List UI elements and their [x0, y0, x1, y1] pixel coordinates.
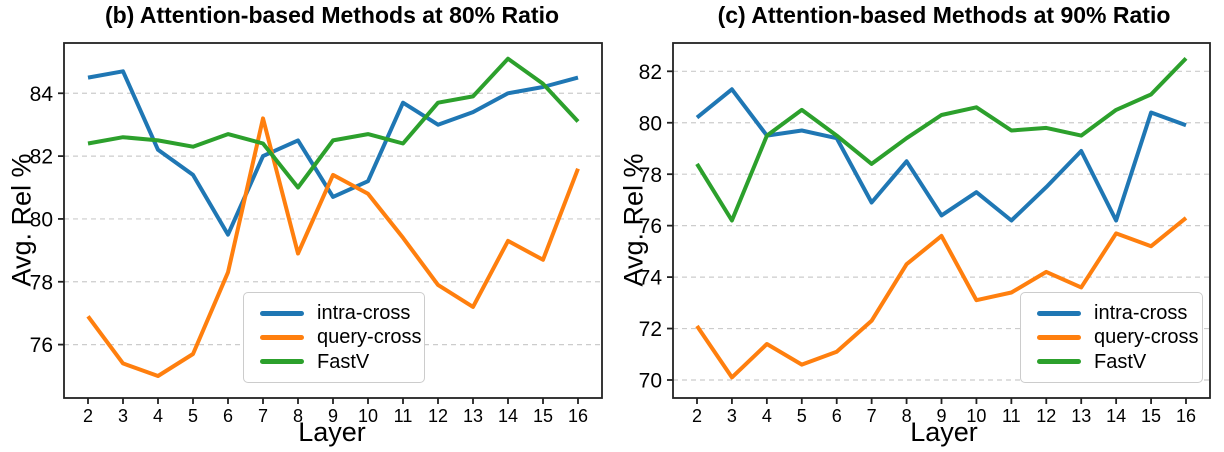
x-tick-label: 7: [258, 406, 268, 426]
chart-b-y-axis-label: Avg. Rel %: [6, 153, 37, 287]
plot-spines: [672, 42, 1211, 399]
y-tick-label: 74: [639, 267, 663, 290]
x-tick-label: 9: [328, 406, 338, 426]
series-line-intra-cross: [87, 69, 579, 237]
x-tick-label: 14: [1106, 406, 1126, 426]
y-tick-label: 76: [30, 334, 53, 357]
legend-line-swatch: [260, 334, 304, 340]
legend-line-swatch: [1037, 359, 1081, 365]
y-tick-label: 72: [639, 318, 662, 341]
chart-c-x-axis-label: Layer: [910, 417, 978, 447]
legend-label: intra-cross: [317, 302, 411, 325]
x-tick-label: 6: [223, 406, 233, 426]
x-tick-label: 3: [118, 406, 128, 426]
legend-label: FastV: [317, 350, 370, 373]
legend-label: FastV: [1094, 350, 1147, 373]
series-line-query-cross: [695, 216, 1188, 380]
x-tick-label: 15: [1141, 406, 1161, 426]
x-tick-label: 12: [428, 406, 448, 426]
x-tick-label: 6: [832, 406, 842, 426]
x-tick-label: 15: [533, 406, 553, 426]
y-tick-label: 84: [30, 83, 54, 106]
y-tick-label: 70: [639, 370, 662, 393]
x-tick-label: 10: [966, 406, 986, 426]
x-tick-label: 4: [762, 406, 772, 426]
chart-c-90-ratio: 70 72 74 76 78 80 82 2 3 4 5 6 7 8 9 10 11 12 13 14 15 16 (c)…: [612, 0, 1224, 452]
legend-item-intra-cross: intra-cross: [260, 302, 411, 325]
x-tick-label: 13: [1071, 406, 1091, 426]
y-tick-label: 76: [639, 215, 662, 238]
series-line-query-cross: [86, 116, 580, 378]
legend-item-FastV: FastV: [260, 352, 408, 372]
legend-item-FastV: FastV: [1037, 352, 1186, 372]
y-tick-label: 78: [30, 271, 53, 294]
x-tick-label: 2: [692, 406, 702, 426]
x-tick-label: 8: [902, 406, 912, 426]
chart-c-title: (c) Attention-based Methods at 90% Ratio: [717, 2, 1171, 28]
x-tick-label: 3: [727, 406, 737, 426]
y-tick-label: 80: [639, 112, 662, 135]
chart-b-legend: intra-cross query-cross FastV: [243, 292, 425, 383]
legend-item-query-cross: query-cross: [1037, 327, 1198, 347]
x-tick-label: 11: [394, 406, 413, 426]
legend-line-swatch: [1037, 310, 1081, 316]
x-tick-label: 5: [797, 406, 807, 426]
x-tick-label: 10: [358, 406, 378, 426]
series-line-intra-cross: [695, 87, 1187, 223]
legend-label: query-cross: [317, 326, 422, 349]
y-tick-label: 78: [639, 164, 662, 187]
y-tick-label: 82: [30, 146, 53, 169]
chart-b-title: (b) Attention-based Methods at 80% Ratio: [104, 2, 560, 28]
legend-line-swatch: [260, 359, 304, 365]
series-line-FastV: [695, 57, 1188, 223]
x-tick-label: 11: [1002, 406, 1021, 426]
x-tick-label: 5: [188, 406, 198, 426]
x-tick-label: 14: [498, 406, 518, 426]
y-tick-label: 80: [30, 208, 53, 231]
legend-line-swatch: [260, 310, 304, 316]
chart-b-x-axis-label: Layer: [298, 417, 366, 447]
legend-label: intra-cross: [1094, 302, 1188, 325]
x-tick-label: 16: [568, 406, 588, 426]
legend-item-intra-cross: intra-cross: [1037, 302, 1188, 325]
y-tick-label: 82: [639, 61, 662, 84]
series-line-FastV: [87, 56, 580, 190]
legend-item-query-cross: query-cross: [260, 327, 421, 347]
x-tick-label: 16: [1176, 406, 1196, 426]
x-tick-label: 2: [83, 406, 93, 426]
chart-b-80-ratio: 76 78 80 82 84 2 3 4 5 6 7 8 9 10 11 12 13 14 15 16 (b) Att…: [6, 2, 603, 447]
x-tick-label: 8: [293, 406, 303, 426]
x-tick-label: 13: [463, 406, 483, 426]
legend-label: query-cross: [1094, 326, 1199, 349]
x-tick-label: 7: [867, 406, 877, 426]
plot-spines: [63, 42, 603, 399]
chart-c-legend: intra-cross query-cross FastV: [1020, 292, 1203, 383]
x-tick-label: 9: [936, 406, 946, 426]
chart-c-y-axis-label: Avg. Rel %: [618, 153, 649, 287]
x-tick-label: 4: [153, 406, 163, 426]
legend-line-swatch: [1037, 334, 1081, 340]
x-tick-label: 12: [1036, 406, 1056, 426]
